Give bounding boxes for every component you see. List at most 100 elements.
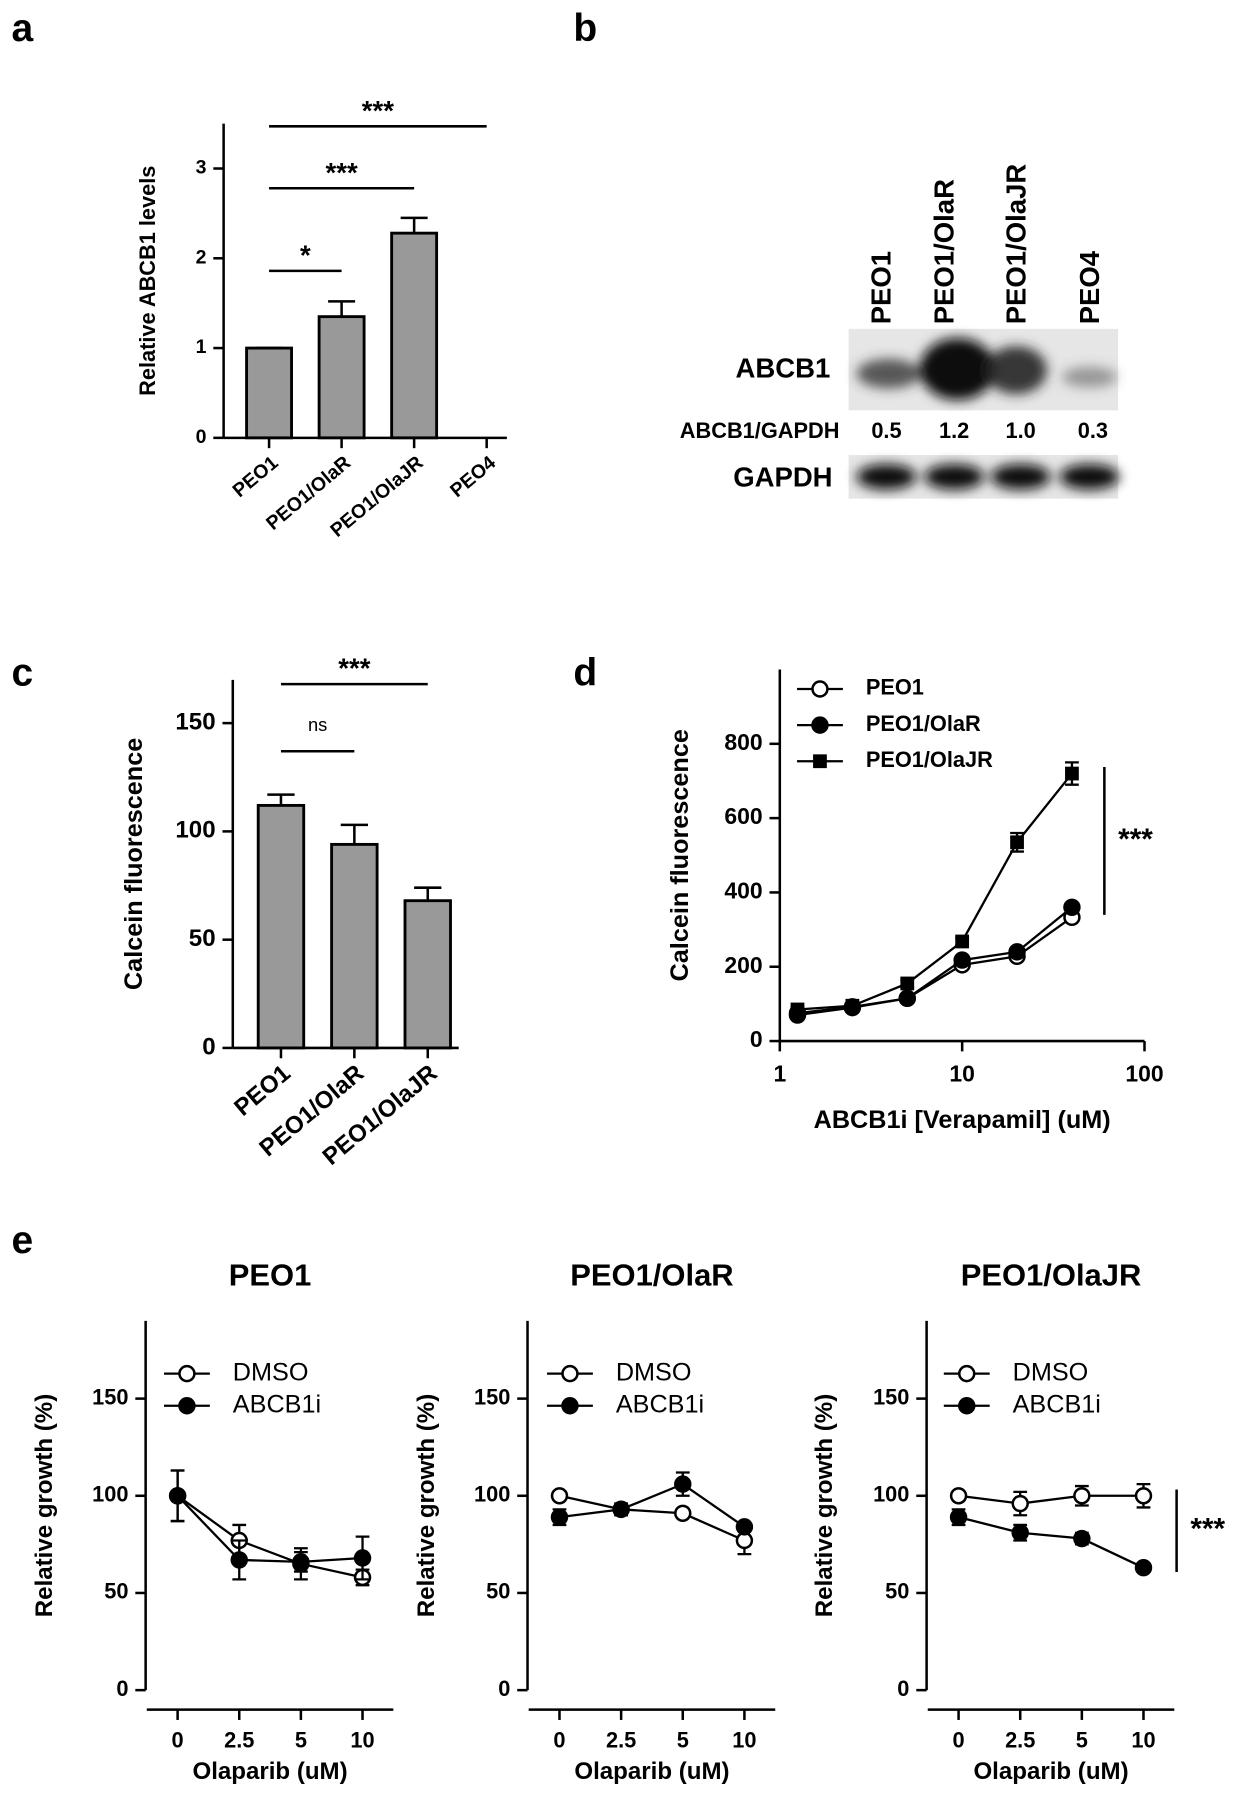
- x-tick-label: 5: [677, 1727, 689, 1752]
- x-tick-label: PEO1: [229, 1060, 296, 1122]
- marker: [949, 1487, 968, 1505]
- y-axis-label: Calcein fluorescence: [666, 729, 694, 981]
- x-tick-label: 5: [1076, 1727, 1088, 1752]
- marker: [1011, 1523, 1029, 1542]
- marker: [230, 1551, 248, 1569]
- y-tick-label: 150: [175, 708, 215, 735]
- ratio-value: 1.0: [1006, 418, 1036, 443]
- error-bar: [328, 300, 356, 317]
- series-line: [797, 772, 1073, 1011]
- marker: [1010, 835, 1024, 850]
- x-axis-label: Olaparib (uM): [574, 1758, 729, 1785]
- x-tick-label: 100: [1125, 1061, 1163, 1087]
- series-line: [176, 1494, 363, 1564]
- legend-label: DMSO: [233, 1358, 309, 1386]
- bar: [317, 315, 366, 440]
- chart-title: PEO1/OlaJR: [961, 1257, 1142, 1292]
- ratio-value: 1.2: [939, 418, 969, 443]
- series-line: [958, 1494, 1144, 1505]
- x-tick-label: 5: [295, 1727, 307, 1752]
- marker: [845, 998, 860, 1013]
- y-tick-label: 50: [486, 1579, 510, 1604]
- y-axis-label: Relative growth (%): [413, 1394, 440, 1617]
- x-tick-label: PEO4: [446, 452, 500, 502]
- y-tick-label: 0: [116, 1676, 128, 1701]
- x-tick-label: 2.5: [606, 1727, 636, 1752]
- chart-title: PEO1: [229, 1257, 312, 1292]
- y-tick-label: 50: [104, 1579, 128, 1604]
- x-tick-label: 0: [553, 1727, 565, 1752]
- blot-bands: [856, 464, 1120, 490]
- legend-marker: [811, 680, 829, 698]
- x-axis-label: Olaparib (uM): [192, 1758, 347, 1785]
- blot-target: ABCB1: [735, 352, 830, 383]
- marker: [1073, 1529, 1091, 1548]
- marker: [550, 1508, 569, 1526]
- marker: [674, 1504, 692, 1522]
- error-bar: [414, 886, 442, 901]
- lane-label: PEO1: [865, 251, 896, 324]
- y-tick-label: 0: [498, 1676, 510, 1701]
- panel-label: b: [573, 7, 597, 50]
- y-tick-label: 0: [750, 1026, 763, 1052]
- y-tick-label: 50: [189, 925, 216, 952]
- significance-label: ***: [338, 653, 370, 684]
- blot: PEO1 PEO1/OlaR PEO1/OlaJR PEO4 ABCB1 ABC…: [680, 164, 1120, 499]
- legend-marker: [958, 1364, 976, 1383]
- marker: [612, 1500, 630, 1519]
- series-line: [559, 1482, 746, 1528]
- y-tick-label: 0: [202, 1033, 215, 1060]
- legend-label: PEO1: [866, 675, 924, 700]
- series-line: [176, 1494, 363, 1579]
- panel-label: d: [573, 652, 597, 695]
- x-tick-label: 2.5: [224, 1727, 254, 1752]
- blot-bands: [856, 338, 1117, 400]
- x-axis-label: Olaparib (uM): [973, 1758, 1128, 1785]
- y-tick-label: 100: [873, 1482, 909, 1507]
- lane-label: PEO1/OlaR: [928, 179, 959, 324]
- marker: [1008, 943, 1026, 961]
- x-tick-label: 10: [350, 1727, 374, 1752]
- y-tick-label: 1: [196, 336, 207, 358]
- error-bar: [400, 216, 428, 234]
- series-line: [797, 916, 1073, 1015]
- significance-label: ***: [1118, 823, 1153, 856]
- x-tick-label: 10: [949, 1061, 975, 1087]
- marker: [1063, 898, 1081, 917]
- marker: [292, 1553, 310, 1571]
- y-axis-label: Relative growth (%): [811, 1394, 838, 1617]
- y-tick-label: 3: [196, 157, 207, 179]
- legend-label: PEO1/OlaJR: [866, 747, 993, 772]
- series-line: [797, 906, 1073, 1017]
- lane-label: PEO4: [1074, 250, 1105, 324]
- ratio-label: ABCB1/GAPDH: [680, 418, 840, 443]
- legend-label: ABCB1i: [1013, 1390, 1101, 1418]
- y-tick-label: 150: [873, 1384, 909, 1409]
- y-tick-label: 100: [474, 1482, 510, 1507]
- series-line: [958, 1516, 1144, 1569]
- x-tick-label: 10: [1131, 1727, 1155, 1752]
- significance-label: ns: [308, 714, 327, 735]
- significance-label: ***: [362, 95, 394, 126]
- y-tick-label: 200: [724, 952, 762, 978]
- marker: [949, 1508, 968, 1526]
- x-tick-label: 2.5: [1005, 1727, 1035, 1752]
- marker: [900, 976, 915, 991]
- legend-marker: [561, 1397, 579, 1415]
- y-tick-label: 100: [175, 817, 215, 844]
- legend-marker: [561, 1364, 579, 1383]
- y-tick-label: 2: [196, 246, 207, 268]
- bar: [403, 899, 452, 1050]
- marker: [1065, 766, 1079, 781]
- bar: [330, 842, 379, 1050]
- significance-label: *: [300, 239, 311, 270]
- bar: [256, 803, 306, 1050]
- marker: [1134, 1487, 1153, 1505]
- y-tick-label: 0: [196, 426, 207, 448]
- x-tick-label: PEO1: [229, 452, 283, 502]
- legend-marker: [178, 1364, 196, 1383]
- lane-label: PEO1/OlaJR: [1001, 164, 1032, 325]
- y-tick-label: 400: [724, 877, 762, 903]
- marker: [353, 1549, 372, 1567]
- marker: [953, 951, 971, 969]
